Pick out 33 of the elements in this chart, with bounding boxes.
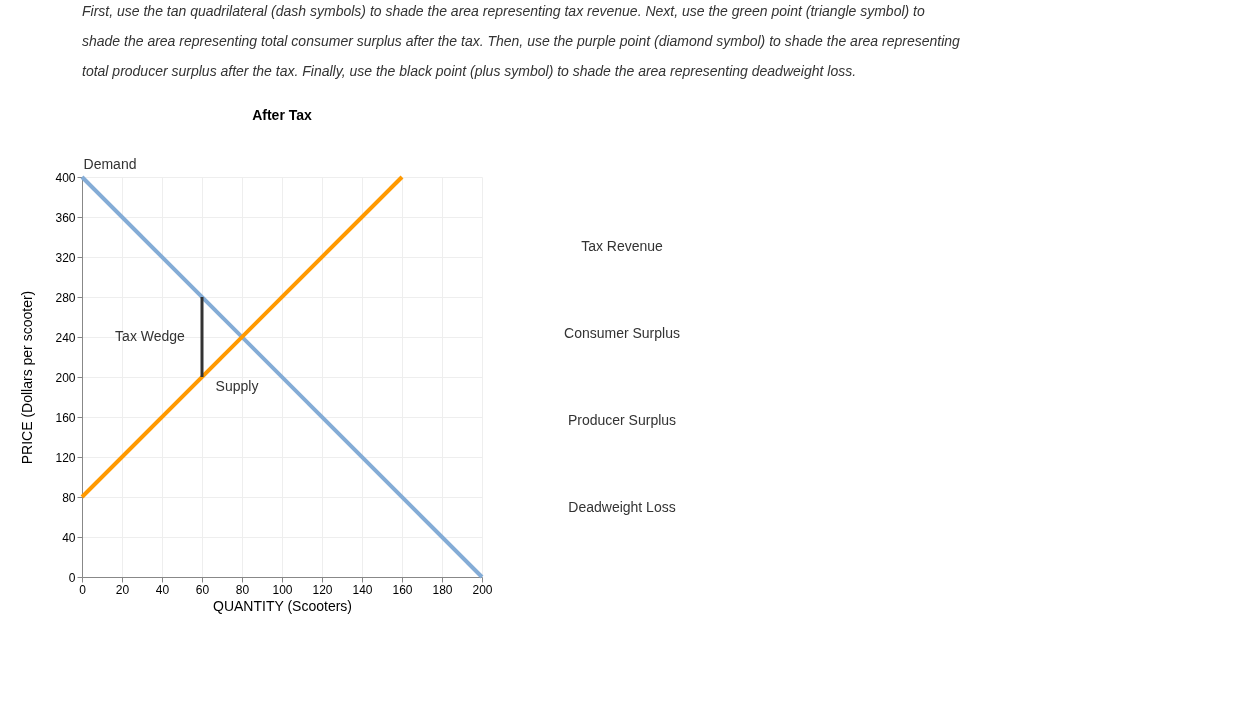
series-label: Demand <box>83 156 137 172</box>
x-tick-label: 100 <box>272 582 293 597</box>
text: First, use the tan quadrilateral (dash symbols) to shade the area representing tax revenue. Next, use the green point (triangle symbol) to shade the area representing total consumer surplus after the tax. Then, use the purple point (diamond symbol) to shade the area representing total producer surplus after the tax. Finally, use the black point (plus symbol) to shade the area representing deadweight loss. <box>82 3 961 79</box>
chart-title: After Tax <box>252 107 313 123</box>
x-tick-label: 180 <box>432 582 453 597</box>
series-label: Supply <box>215 378 259 394</box>
series-label: Tax Wedge <box>115 328 186 344</box>
text: Tax Revenue <box>581 238 664 254</box>
y-tick-label: 400 <box>55 170 76 185</box>
y-tick-label: 240 <box>55 330 76 345</box>
y-tick-label: 80 <box>62 490 76 505</box>
y-tick-label: 120 <box>55 450 76 465</box>
x-tick-label: 20 <box>115 582 130 597</box>
y-tick-label: 320 <box>55 250 76 265</box>
y-tick-label: 160 <box>55 410 76 425</box>
x-tick-label: 140 <box>352 582 373 597</box>
text: Deadweight Loss <box>568 499 676 515</box>
x-tick-label: 80 <box>235 582 250 597</box>
x-tick-label: 0 <box>79 582 87 597</box>
x-tick-label: 40 <box>155 582 170 597</box>
y-tick-label: 280 <box>55 290 76 305</box>
y-tick-label: 200 <box>55 370 76 385</box>
text: Producer Surplus <box>567 412 677 428</box>
text: Consumer Surplus <box>564 325 680 341</box>
y-tick-label: 40 <box>62 530 76 545</box>
y-tick-label: 0 <box>68 570 76 585</box>
x-tick-label: 120 <box>312 582 333 597</box>
y-axis-title: PRICE (Dollars per scooter) <box>19 290 36 465</box>
x-axis-title: QUANTITY (Scooters) <box>213 597 352 614</box>
y-tick-label: 360 <box>55 210 76 225</box>
x-tick-label: 60 <box>195 582 210 597</box>
x-tick-label: 200 <box>472 582 493 597</box>
x-tick-label: 160 <box>392 582 413 597</box>
